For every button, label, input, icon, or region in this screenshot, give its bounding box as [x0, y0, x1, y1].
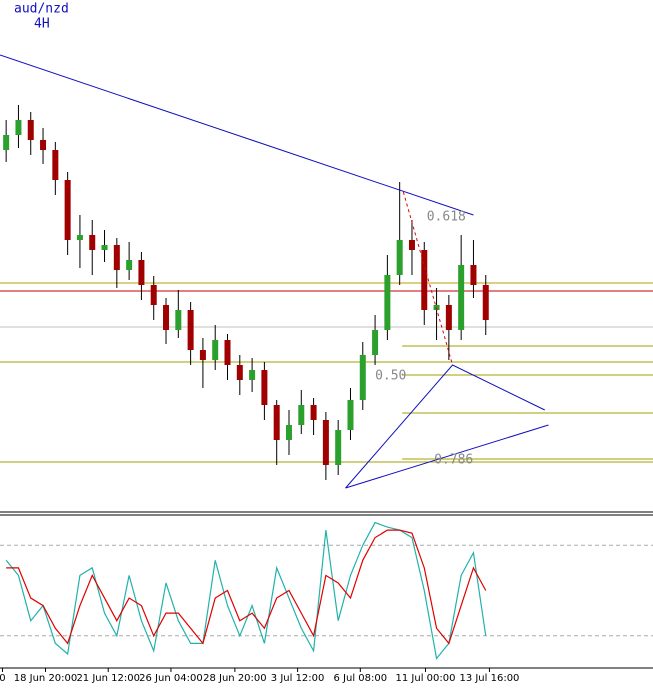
- x-tick-label: 28 Jun 20:00: [203, 673, 267, 684]
- candle-body: [408, 240, 415, 250]
- x-tick-label: 11 Jul 00:00: [396, 673, 456, 684]
- candle-body: [64, 180, 71, 240]
- candle-body: [445, 305, 452, 330]
- fib-label: 0.618: [427, 210, 466, 225]
- candle-body: [101, 245, 108, 250]
- oscillator-line: [5, 521, 487, 660]
- candle-body: [273, 405, 280, 440]
- x-tick-label: 6 Jul 08:00: [334, 673, 388, 684]
- candle-body: [482, 285, 489, 320]
- candle-body: [285, 425, 292, 440]
- candle-body: [199, 350, 206, 360]
- candle-body: [310, 405, 317, 420]
- candle-body: [458, 265, 465, 330]
- candle-body: [249, 370, 256, 380]
- x-tick-label: 13 Jul 16:00: [459, 673, 519, 684]
- x-tick-label: 18 Jun 20:00: [14, 673, 78, 684]
- candle-body: [15, 120, 22, 135]
- candle-body: [470, 265, 477, 285]
- candle-body: [298, 405, 305, 425]
- candle-body: [372, 330, 379, 355]
- candle-body: [212, 340, 219, 360]
- candle-body: [384, 275, 391, 330]
- oscillator-line: [6, 529, 487, 645]
- candle-body: [261, 370, 268, 405]
- x-tick-label: 26 Jun 04:00: [139, 673, 203, 684]
- trend-line: [345, 424, 549, 489]
- x-tick-label: 3 Jul 12:00: [271, 673, 325, 684]
- trend-line: [345, 364, 546, 489]
- candle-body: [236, 365, 243, 380]
- candle-body: [40, 140, 47, 150]
- candle-body: [126, 260, 133, 270]
- fib-label: 0.786: [434, 453, 473, 468]
- candle-body: [396, 240, 403, 275]
- x-tick-label: 21 Jun 12:00: [76, 673, 140, 684]
- candle-body: [347, 400, 354, 430]
- candle-body: [27, 120, 34, 140]
- fib-label: 0.50: [375, 369, 406, 384]
- candle-body: [52, 150, 59, 180]
- candle-body: [335, 430, 342, 465]
- candle-body: [76, 235, 83, 240]
- candle-body: [3, 135, 10, 150]
- x-tick-label: 0: [0, 673, 6, 684]
- chart-title: aud/nzd: [14, 2, 69, 17]
- candle-body: [421, 250, 428, 310]
- candle-body: [359, 355, 366, 400]
- candle-body: [175, 310, 182, 330]
- candle-body: [224, 340, 231, 365]
- trend-line: [0, 54, 474, 216]
- candle-body: [163, 305, 170, 330]
- candle-body: [150, 285, 157, 305]
- candle-body: [113, 245, 120, 270]
- candle-body: [89, 235, 96, 250]
- chart-subtitle: 4H: [34, 17, 50, 32]
- candle-body: [138, 260, 145, 285]
- candle-body: [322, 420, 329, 465]
- candle-body: [187, 310, 194, 350]
